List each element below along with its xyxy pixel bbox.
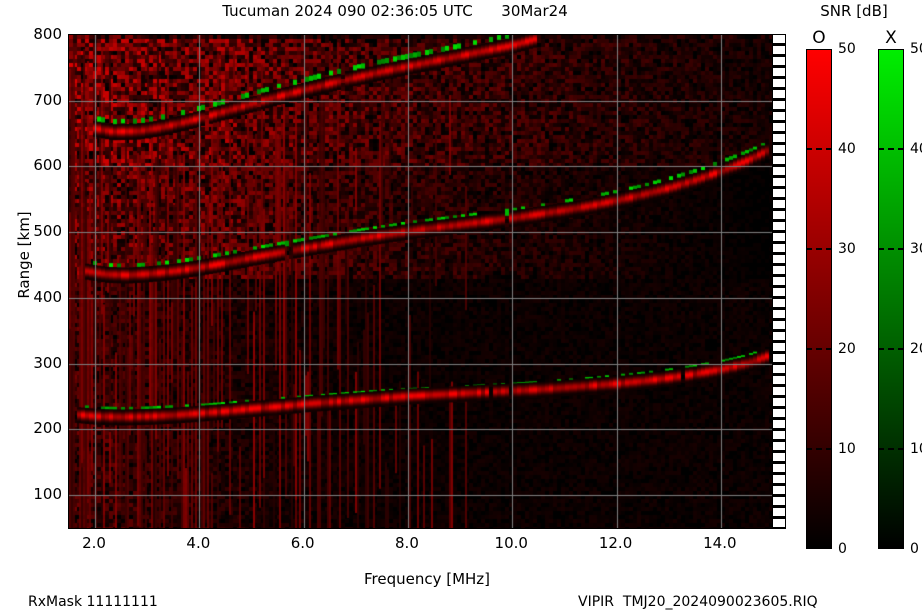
x-axis-label: Frequency [MHz] (363, 570, 491, 588)
y-tick-label: 800 (33, 25, 62, 43)
colorbar-o-letter: O (812, 28, 826, 48)
y-tick-label: 200 (33, 419, 62, 438)
x-tick-label: 4.0 (186, 534, 211, 552)
colorbar-tick-mark (806, 448, 832, 450)
x-tick-label: 14.0 (703, 534, 737, 552)
y-axis-label: Range [km] (15, 211, 33, 299)
colorbar-tick-label: 40 (838, 141, 856, 157)
colorbar-tick-label: 20 (838, 341, 856, 357)
colorbar-tick-label: 0 (910, 541, 919, 557)
colorbar-tick-mark (878, 148, 904, 150)
colorbar-tick-mark (878, 348, 904, 350)
ionogram-canvas (69, 35, 773, 528)
colorbar-x-gradient (878, 49, 904, 549)
colorbar-tick-mark (878, 448, 904, 450)
y-tick-label: 100 (33, 485, 62, 504)
x-tick-label: 10.0 (494, 534, 528, 552)
colorbar-tick-mark (806, 248, 832, 250)
colorbar-tick-mark (806, 148, 832, 150)
colorbar-tick-label: 0 (838, 541, 847, 557)
y-tick-label: 700 (33, 90, 62, 109)
ionogram-plot (68, 34, 786, 529)
colorbar-tick-label: 50 (838, 41, 856, 57)
y-tick-label: 300 (33, 353, 62, 372)
y-tick-label: 600 (33, 156, 62, 175)
x-tick-label: 8.0 (395, 534, 419, 552)
y-tick-label: 500 (33, 222, 62, 241)
colorbar-tick-label: 10 (910, 441, 922, 457)
x-axis: 2.0 4.0 6.0 8.0 10.0 12.0 14.0 (68, 534, 786, 558)
footer-rxmask: RxMask 11111111 (28, 594, 158, 610)
colorbar-tick-mark (806, 348, 832, 350)
x-tick-label: 6.0 (290, 534, 315, 552)
footer-filename: VIPIR TMJ20_2024090023605.RIQ (578, 594, 818, 610)
colorbar-o-gradient (806, 49, 832, 549)
y-axis: 100 200 300 400 500 600 700 800 (0, 25, 62, 529)
colorbar-tick-mark (878, 248, 904, 250)
y-tick-label: 400 (33, 287, 62, 306)
x-tick-label: 12.0 (598, 534, 633, 552)
colorbar-tick-label: 30 (838, 241, 856, 257)
colorbar-title: SNR [dB] (820, 2, 888, 20)
colorbar-tick-label: 10 (838, 441, 856, 457)
x-tick-label: 2.0 (82, 534, 106, 552)
colorbar-x-letter: X (885, 28, 897, 48)
range-scale-strip (772, 35, 785, 528)
colorbar-tick-label: 30 (910, 241, 922, 257)
colorbar-tick-label: 40 (910, 141, 922, 157)
colorbar-tick-label: 20 (910, 341, 922, 357)
page-title: Tucuman 2024 090 02:36:05 UTC 30Mar24 (222, 2, 568, 20)
colorbar-tick-label: 50 (910, 41, 922, 57)
